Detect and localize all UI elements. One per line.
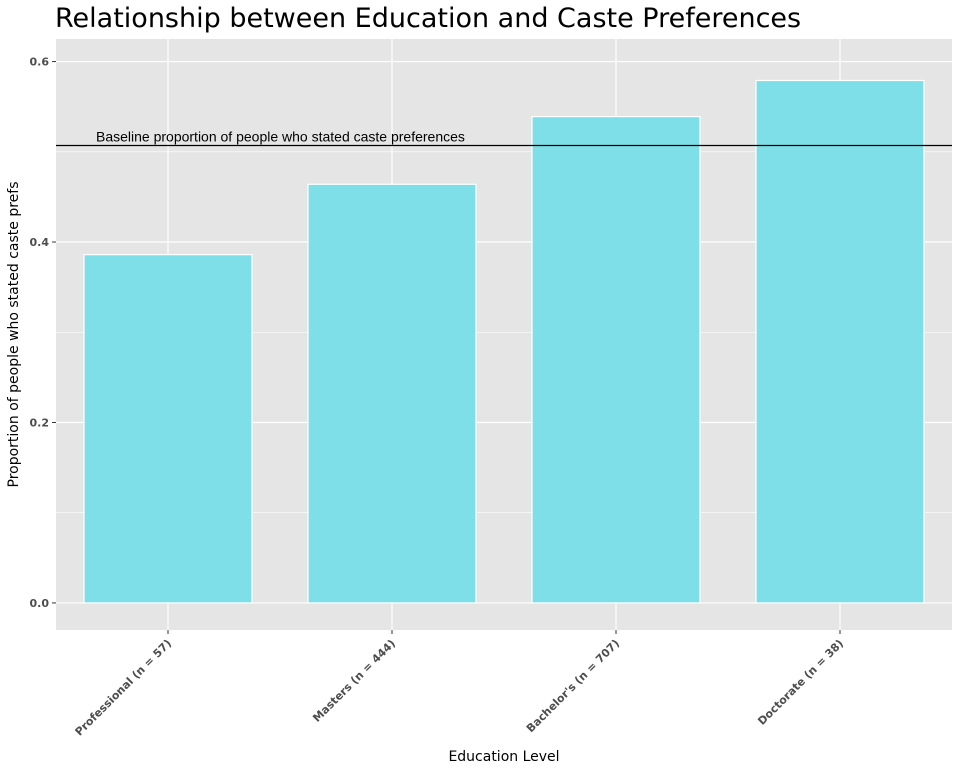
x-tick-label: Bachelor's (n = 707) [524, 637, 622, 735]
y-tick-label: 0.0 [30, 597, 50, 610]
x-axis-ticks: Professional (n = 57) Masters (n = 444) Ba… [73, 630, 846, 739]
x-tick-label: Doctorate (n = 38) [755, 637, 846, 728]
chart-title: Relationship between Education and Caste… [55, 3, 801, 34]
bar-3 [755, 79, 925, 604]
y-axis-ticks: 0.0 0.2 0.4 0.6 [30, 56, 56, 610]
y-axis-title: Proportion of people who stated caste pr… [6, 182, 22, 488]
bar-1 [307, 183, 477, 604]
bar-0 [83, 254, 253, 604]
bar-2 [531, 115, 701, 604]
x-tick-label: Professional (n = 57) [73, 637, 175, 739]
x-axis-title: Education Level [448, 749, 559, 765]
bars [83, 79, 925, 604]
baseline-label: Baseline proportion of people who stated… [96, 128, 465, 144]
x-tick-label: Masters (n = 444) [310, 637, 398, 725]
y-tick-label: 0.2 [30, 416, 50, 429]
y-tick-label: 0.6 [30, 56, 50, 69]
y-tick-label: 0.4 [30, 236, 50, 249]
